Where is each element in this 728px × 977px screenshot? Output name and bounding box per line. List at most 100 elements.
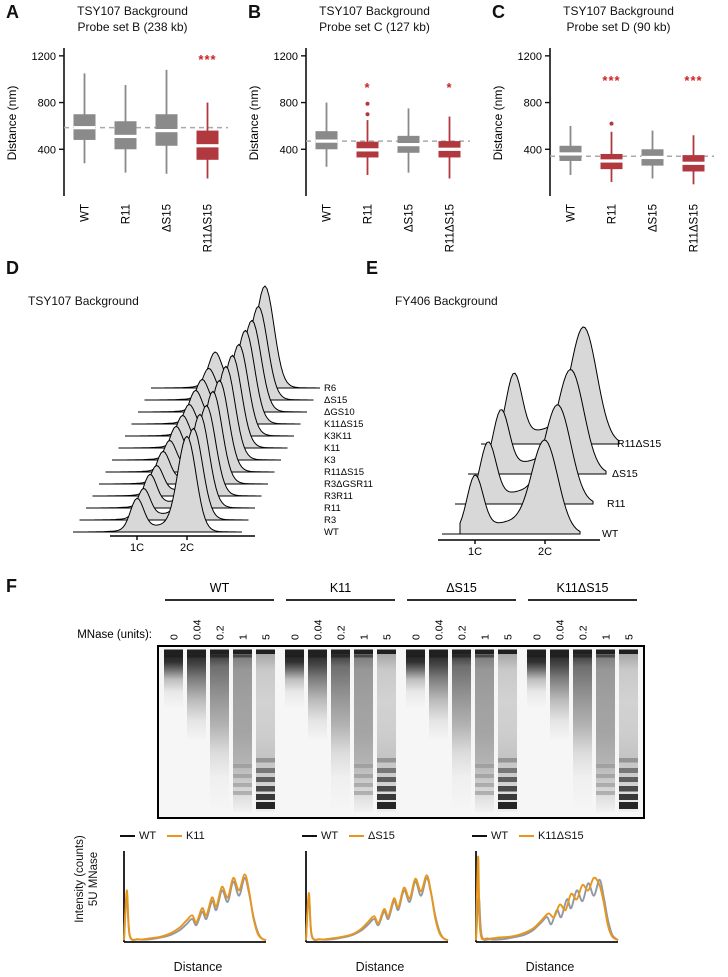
lane-label: 5 — [261, 634, 273, 640]
svg-text:ΔS15: ΔS15 — [162, 204, 174, 232]
mutant-line-swatch — [166, 834, 182, 838]
intensity-legend-k11: WT K11 — [100, 830, 278, 845]
intensity-chart-k11ds15 — [475, 851, 619, 943]
wt-line-swatch — [120, 834, 135, 838]
gel-lane — [233, 654, 252, 812]
lane-label: 0 — [290, 634, 302, 640]
box-axes: 400 800 1200 Distance (nm) — [247, 48, 470, 196]
svg-text:1200: 1200 — [518, 51, 542, 63]
intensity-chart-ds15 — [305, 851, 449, 943]
panel-a-title: TSY107 Background Probe set B (238 kb) — [30, 4, 235, 35]
lane-label: 5 — [503, 634, 515, 640]
ridge-label-R3: R3 — [324, 515, 336, 526]
box-axes: 400 800 1200 Distance (nm) — [5, 48, 228, 196]
panel-a-title-line2: Probe set B (238 kb) — [77, 19, 188, 34]
ridge-label-K11: K11 — [324, 443, 340, 454]
lane-label: 5 — [624, 634, 636, 640]
gel-lane — [619, 654, 638, 812]
lane-label: 0.04 — [192, 619, 204, 640]
svg-text:400: 400 — [38, 144, 56, 156]
panel-b-title: TSY107 Background Probe set C (127 kb) — [272, 4, 477, 35]
svg-text:1C: 1C — [468, 546, 482, 558]
lane-label: 0.2 — [578, 625, 590, 640]
ridge-label-R11ΔS15: R11ΔS15 — [617, 438, 661, 450]
intensity-y-label-line1: Intensity (counts) — [74, 835, 86, 923]
intensity-chart-k11 — [123, 851, 267, 943]
svg-text:400: 400 — [280, 144, 298, 156]
ridge-label-R11: R11 — [607, 498, 626, 510]
mnase-units-label: MNase (units): — [77, 629, 152, 641]
lane-label: 1 — [601, 634, 613, 640]
panel-d: D TSY107 Background R6 ΔS15 ΔGS10 K11ΔS15 K3… — [0, 258, 384, 576]
box-ΔS15 — [397, 108, 420, 173]
lane-label: 0.04 — [555, 619, 567, 640]
lane-label: 0 — [411, 634, 423, 640]
svg-text:R11: R11 — [607, 204, 619, 224]
box-R11 — [114, 85, 137, 173]
panel-f-letter: F — [6, 576, 17, 596]
lane-label: 0.2 — [215, 625, 227, 640]
ridge-label-ΔS15: ΔS15 — [612, 468, 638, 480]
svg-text:***: *** — [198, 52, 216, 67]
box-R11 — [356, 101, 379, 175]
ridge-label-R3R11: R3R11 — [324, 491, 353, 502]
wt-trace — [123, 876, 267, 942]
intensity-x-label: Distance — [173, 960, 223, 974]
gel-lane — [187, 654, 206, 812]
wt-line-swatch — [472, 834, 487, 838]
lane-label: 0.2 — [457, 625, 469, 640]
gel-lane — [285, 654, 304, 812]
mnase-gel: MNase (units): WT 0 0.04 0.2 1 5 K11 0 0.04 0.2 1 5 Δ… — [77, 581, 645, 819]
gel-lane — [452, 654, 471, 812]
ridge-curve-WT — [73, 435, 242, 533]
ridge-label-R11: R11 — [324, 503, 341, 514]
ridge-label-K11ΔS15: K11ΔS15 — [324, 419, 363, 430]
panel-c-title: TSY107 Background Probe set D (90 kb) — [516, 4, 721, 35]
gel-lane — [377, 654, 396, 812]
legend-mutant-label: ΔS15 — [367, 830, 395, 842]
box-R11ΔS15 — [196, 102, 219, 179]
panel-b-title-line2: Probe set C (127 kb) — [319, 19, 430, 34]
svg-text:R11: R11 — [121, 204, 133, 224]
intensity-plot-k11ds15: WT K11ΔS15 Distance — [452, 830, 630, 974]
box-WT — [559, 125, 582, 175]
lane-label: 1 — [359, 634, 371, 640]
svg-text:***: *** — [684, 73, 702, 88]
gel-lane — [308, 654, 327, 812]
svg-text:Distance (nm): Distance (nm) — [247, 86, 261, 161]
gel-lane — [573, 654, 592, 812]
panel-a: A TSY107 Background Probe set B (238 kb)… — [0, 2, 242, 258]
svg-text:800: 800 — [524, 98, 542, 110]
panel-e: E FY406 Background R11ΔS15 ΔS15 R11 WT 1C 2C — [360, 258, 728, 576]
lane-label: 0 — [532, 634, 544, 640]
gel-lane — [164, 654, 183, 812]
intensity-y-axis-label: Intensity (counts) 5U MNase — [73, 817, 103, 941]
svg-text:R11ΔS15: R11ΔS15 — [445, 204, 457, 252]
svg-text:*: * — [364, 80, 370, 95]
lane-label: 1 — [238, 634, 250, 640]
legend-wt-label: WT — [491, 830, 508, 842]
mutant-line-swatch — [348, 834, 364, 838]
gel-frame — [157, 645, 645, 819]
ridge-label-K3: K3 — [324, 455, 336, 466]
svg-text:1200: 1200 — [32, 51, 56, 63]
panel-b-title-line1: TSY107 Background — [319, 4, 430, 18]
gel-group-label-ΔS15: ΔS15 — [446, 581, 477, 595]
gel-lane — [498, 654, 517, 812]
lane-label: 0 — [169, 634, 181, 640]
intensity-x-label: Distance — [525, 960, 575, 974]
intensity-plot-k11: WT K11 Distance — [100, 830, 278, 974]
lane-label: 0.04 — [313, 619, 325, 640]
intensity-legend-ds15: WT ΔS15 — [282, 830, 460, 845]
lane-label: 0.2 — [336, 625, 348, 640]
mutant-trace — [123, 873, 267, 942]
panel-c-title-line1: TSY107 Background — [563, 4, 674, 18]
box-ΔS15 — [641, 130, 664, 179]
intensity-plot-ds15: WT ΔS15 Distance — [282, 830, 460, 974]
svg-text:1C: 1C — [130, 542, 144, 554]
box-ΔS15 — [155, 69, 178, 174]
svg-text:***: *** — [602, 73, 620, 88]
ridge-label-R3ΔGSR11: R3ΔGSR11 — [324, 479, 373, 490]
lane-label: 0.04 — [434, 619, 446, 640]
